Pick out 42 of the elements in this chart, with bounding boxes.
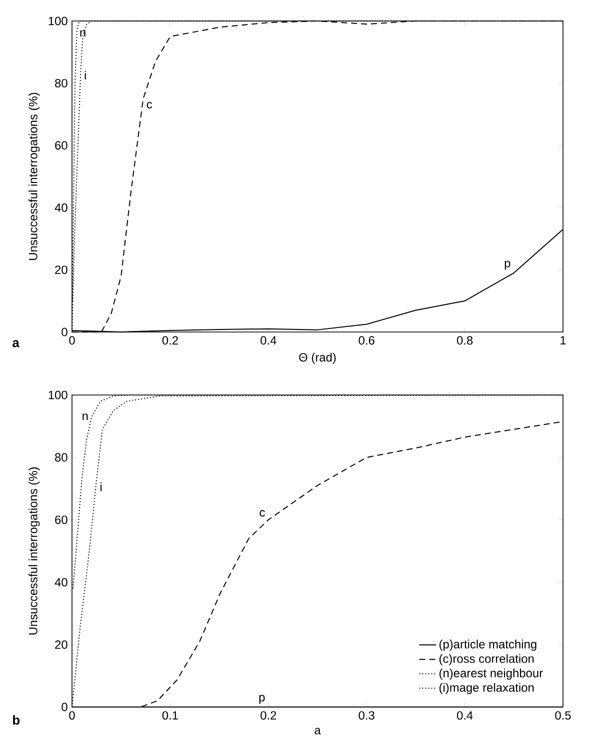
legend-label: (c)ross correlation [439,654,534,666]
annotation: n [80,30,86,37]
y-tick-label: 40 [54,203,68,212]
y-tick-label: 20 [55,640,68,649]
x-tick-label: 0.4 [456,711,473,720]
x-tick-label: 0.5 [555,711,571,720]
y-tick-label: 0 [62,702,68,712]
x-tick-label: 0.3 [358,711,374,720]
y-tick-label: 100 [48,390,68,400]
legend-label: (p)article matching [439,640,536,651]
x-axis-title: Θ (rad) [299,352,336,364]
text: a [12,340,20,348]
y-tick-label: 40 [54,578,68,586]
x-tick-label: 0.2 [162,336,178,345]
text: b [13,715,20,725]
y-tick-label: 100 [48,16,68,26]
x-tick-label: 1 [560,336,566,344]
y-tick-label: 0 [62,328,68,336]
y-tick-label: 20 [55,266,68,274]
annotation: i [84,70,86,80]
y-tick-label: 80 [55,78,68,88]
annotation: p [259,694,265,704]
x-tick-label: 0.8 [456,336,473,345]
legend-label: (n)earest neighbour [439,668,543,680]
annotation: n [82,414,88,420]
y-tick-label: 60 [55,141,68,150]
x-tick-label: 0.4 [260,336,276,345]
annotation: i [100,482,102,492]
y-tick-label: 80 [55,453,68,462]
y-tick-label: 60 [55,516,68,524]
x-tick-label: 0.6 [358,336,374,345]
x-tick-label: 0 [69,711,75,720]
x-tick-label: 0.2 [260,711,276,720]
x-axis-title: a [314,728,321,734]
x-tick-label: 0.1 [162,711,178,720]
legend-label: (i)mage relaxation [439,683,534,694]
annotation: c [260,510,265,517]
y-axis-title: Unsuccessful interrogations (%) [28,467,40,634]
annotation: c [146,102,152,108]
y-axis-title: Unsuccessful interrogations (%) [28,92,40,260]
annotation: p [504,260,510,270]
x-tick-label: 0 [69,336,75,345]
